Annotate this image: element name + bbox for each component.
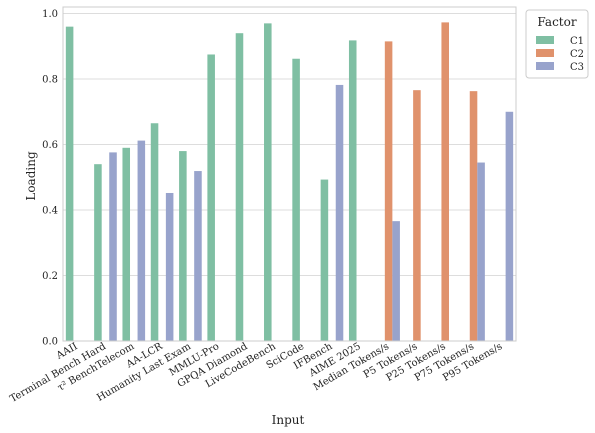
y-tick-label: 0.2 (42, 271, 58, 282)
legend-title: Factor (537, 15, 576, 29)
y-tick-label: 0.6 (42, 140, 58, 151)
bar-c3 (505, 111, 514, 341)
legend-swatch-c1 (536, 36, 554, 44)
bar-c1 (264, 23, 272, 342)
y-axis-label: Loading (24, 151, 38, 201)
bar-c2 (469, 91, 478, 342)
bar-c1 (179, 151, 187, 341)
bar-c1 (94, 164, 102, 341)
bar-c2 (384, 41, 393, 341)
bar-c3 (335, 84, 344, 342)
bar-c3 (477, 162, 485, 341)
legend-box (525, 9, 589, 79)
bar-c1 (235, 33, 244, 341)
legend-swatch-c2 (536, 49, 554, 57)
bar-c3 (109, 152, 117, 341)
legend-swatch-c3 (536, 62, 554, 70)
bars (65, 22, 514, 342)
bar-c1 (207, 54, 215, 341)
y-tick-label: 0.8 (42, 75, 58, 86)
bar-c1 (292, 58, 300, 342)
legend-label-c2: C2 (570, 49, 584, 60)
bar-c1 (348, 40, 357, 342)
bar-c1 (122, 147, 131, 341)
bar-c1 (320, 179, 329, 341)
y-tick-labels: 0.0 0.2 0.4 0.6 0.8 1.0 (42, 9, 58, 347)
bar-c3 (392, 221, 400, 341)
x-axis-label: Input (272, 413, 305, 427)
bar-c2 (413, 90, 421, 341)
bar-c1 (65, 26, 74, 342)
bar-c2 (441, 22, 449, 341)
bar-c3 (137, 140, 146, 341)
y-tick-label: 1.0 (42, 9, 58, 20)
y-tick-label: 0.4 (42, 206, 58, 217)
plot-frame (62, 6, 517, 342)
bar-c1 (150, 123, 159, 341)
legend: Factor C1 C2 C3 (525, 9, 589, 79)
bar-c3 (194, 171, 202, 341)
bar-c3 (165, 192, 174, 341)
legend-label-c3: C3 (570, 62, 584, 73)
legend-items: C1 C2 C3 (536, 36, 584, 73)
legend-label-c1: C1 (570, 36, 584, 47)
y-tick-label: 0.0 (42, 337, 58, 348)
